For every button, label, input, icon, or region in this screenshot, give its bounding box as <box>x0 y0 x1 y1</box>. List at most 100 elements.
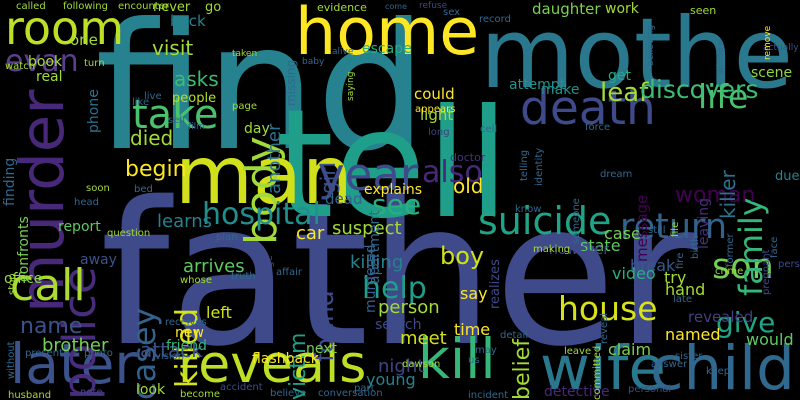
cloud-word: crime <box>715 266 744 277</box>
cloud-word: head <box>74 197 99 208</box>
cloud-word: note <box>80 387 103 398</box>
cloud-word: self <box>168 115 186 126</box>
cloud-word: killer <box>716 170 740 219</box>
cloud-word: answer <box>651 359 688 370</box>
cloud-word: would <box>746 330 794 349</box>
cloud-word: live <box>144 91 162 102</box>
cloud-word: video <box>612 264 656 283</box>
cloud-word: look <box>136 382 166 398</box>
cloud-word: suspect <box>332 218 402 239</box>
cloud-word: plan <box>216 232 238 243</box>
cloud-word: person <box>378 297 440 318</box>
cloud-word: next <box>306 341 338 357</box>
cloud-word: us <box>468 355 480 366</box>
cloud-word: murdered <box>363 245 379 314</box>
cloud-word: realizes <box>488 259 503 309</box>
cloud-word: away <box>80 252 117 268</box>
cloud-word: sex <box>443 7 461 18</box>
cloud-word: due <box>775 169 800 184</box>
cloud-word: receives <box>165 317 207 328</box>
cloud-word: detail <box>500 330 529 341</box>
cloud-word: book <box>28 54 63 70</box>
cloud-word: hand <box>665 280 706 299</box>
cloud-word: remove <box>763 26 773 61</box>
cloud-word: death <box>520 81 656 136</box>
cloud-word: vision <box>155 351 185 362</box>
cloud-word: claim <box>608 340 652 359</box>
cloud-word: evidence <box>317 1 367 14</box>
cloud-word: make <box>541 82 580 98</box>
cloud-word: could <box>414 85 455 103</box>
cloud-word: discovers <box>640 75 759 104</box>
cloud-word: wife <box>540 333 666 400</box>
cloud-word: never <box>153 0 191 15</box>
cloud-word: new <box>175 325 204 341</box>
cloud-word: late <box>673 294 692 305</box>
cloud-word: mother <box>480 0 800 110</box>
cloud-word: believing <box>646 25 656 67</box>
cloud-word: reveal <box>599 313 610 345</box>
cloud-word: home <box>295 0 480 70</box>
cloud-word: give <box>716 306 776 339</box>
cloud-word: face <box>769 237 780 259</box>
cloud-word: killing <box>350 252 404 273</box>
cloud-word: attack <box>140 338 203 362</box>
cloud-word: return <box>620 207 728 247</box>
cloud-word: sister <box>675 351 703 362</box>
cloud-word: case <box>604 224 641 243</box>
cloud-word: part <box>354 383 375 394</box>
cloud-word: night <box>378 356 425 377</box>
cloud-word: find <box>95 0 428 190</box>
cloud-word: affair <box>276 267 303 278</box>
cloud-word: work <box>605 1 639 17</box>
cloud-word: name <box>20 314 83 339</box>
cloud-word: dream <box>600 169 633 180</box>
cloud-word: year <box>318 148 419 201</box>
cloud-word: still <box>648 225 666 236</box>
cloud-word: dawson <box>402 359 441 370</box>
cloud-word: following <box>63 1 108 12</box>
cloud-word: named <box>665 325 721 344</box>
cloud-word: house <box>558 289 658 328</box>
cloud-word: woman <box>675 183 756 208</box>
cloud-word: later <box>10 332 137 396</box>
cloud-word: reveals <box>178 335 367 395</box>
cloud-word: young <box>366 370 416 389</box>
cloud-word: leaf <box>600 78 649 108</box>
cloud-word: kill <box>418 327 496 391</box>
cloud-word: like <box>132 97 150 108</box>
cloud-word: help <box>362 271 427 306</box>
cloud-word: refuse <box>419 1 448 11</box>
cloud-word: conversation <box>318 388 383 399</box>
cloud-word: photo <box>84 348 113 359</box>
cloud-word: day <box>244 121 270 137</box>
cloud-word: stop <box>7 273 18 295</box>
cloud-word: also <box>422 155 483 190</box>
cloud-word: soon <box>86 183 110 194</box>
cloud-word: break <box>630 256 676 275</box>
cloud-word: cell <box>480 124 498 135</box>
cloud-word: child <box>650 333 795 400</box>
cloud-word: asks <box>174 67 219 91</box>
cloud-word: incident <box>468 390 509 400</box>
cloud-word: committed <box>592 345 603 400</box>
cloud-word: keep <box>706 366 731 377</box>
cloud-word: report <box>58 219 101 235</box>
cloud-word: people <box>172 91 217 106</box>
cloud-word: telling <box>519 150 530 182</box>
cloud-word: begin <box>125 157 187 182</box>
cloud-word: finding <box>2 158 18 207</box>
cloud-word: actually <box>763 43 799 53</box>
cloud-word: light <box>420 106 454 124</box>
cloud-word: try <box>664 268 687 287</box>
cloud-word: seen <box>690 4 717 17</box>
cloud-word: watch <box>5 61 36 72</box>
cloud-word: identity <box>534 148 545 187</box>
cloud-word: believe <box>270 388 307 399</box>
cloud-word: brother <box>42 335 109 356</box>
cloud-word: escape <box>362 41 412 57</box>
cloud-word: back <box>170 12 206 30</box>
cloud-word: explains <box>364 182 423 198</box>
cloud-word: arrives <box>183 256 245 277</box>
